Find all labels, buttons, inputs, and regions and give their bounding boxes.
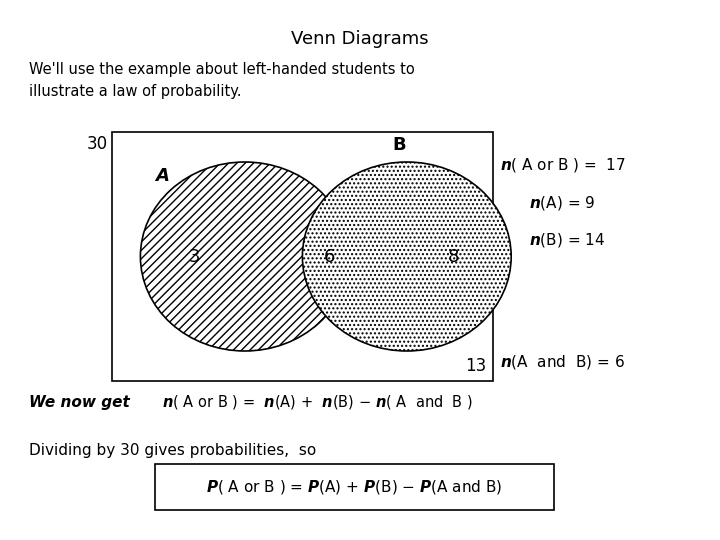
Text: We now get: We now get [29, 395, 130, 410]
Text: $\bfit{n}$(A) = 9: $\bfit{n}$(A) = 9 [529, 193, 595, 212]
Text: $\bfit{n}$( A or B ) =  17: $\bfit{n}$( A or B ) = 17 [500, 156, 626, 174]
Text: 6: 6 [324, 247, 335, 266]
Ellipse shape [302, 162, 511, 351]
Text: $\bfit{n}$(B) = 14: $\bfit{n}$(B) = 14 [529, 231, 606, 249]
Text: 8: 8 [448, 247, 459, 266]
Text: A: A [155, 167, 168, 185]
Text: $\bfit{P}$( A or B ) = $\bfit{P}$(A) + $\bfit{P}$(B) $-$ $\bfit{P}$(A and B): $\bfit{P}$( A or B ) = $\bfit{P}$(A) + $… [207, 478, 503, 496]
Text: illustrate a law of probability.: illustrate a law of probability. [29, 84, 241, 99]
FancyBboxPatch shape [112, 132, 493, 381]
Text: 30: 30 [87, 135, 108, 153]
Text: $\bfit{n}$(A  and  B) = 6: $\bfit{n}$(A and B) = 6 [500, 353, 626, 371]
Text: Venn Diagrams: Venn Diagrams [291, 30, 429, 48]
Text: We'll use the example about left-handed students to: We'll use the example about left-handed … [29, 62, 415, 77]
Text: B: B [393, 136, 406, 154]
Text: $\bfit{n}$( A or B ) =  $\bfit{n}$(A) +  $\bfit{n}$(B) $-$ $\bfit{n}$( A  and  B: $\bfit{n}$( A or B ) = $\bfit{n}$(A) + $… [162, 393, 473, 411]
Text: 3: 3 [189, 247, 200, 266]
Text: 13: 13 [464, 357, 486, 375]
Ellipse shape [140, 162, 349, 351]
Text: Dividing by 30 gives probabilities,  so: Dividing by 30 gives probabilities, so [29, 443, 316, 458]
FancyBboxPatch shape [155, 464, 554, 510]
